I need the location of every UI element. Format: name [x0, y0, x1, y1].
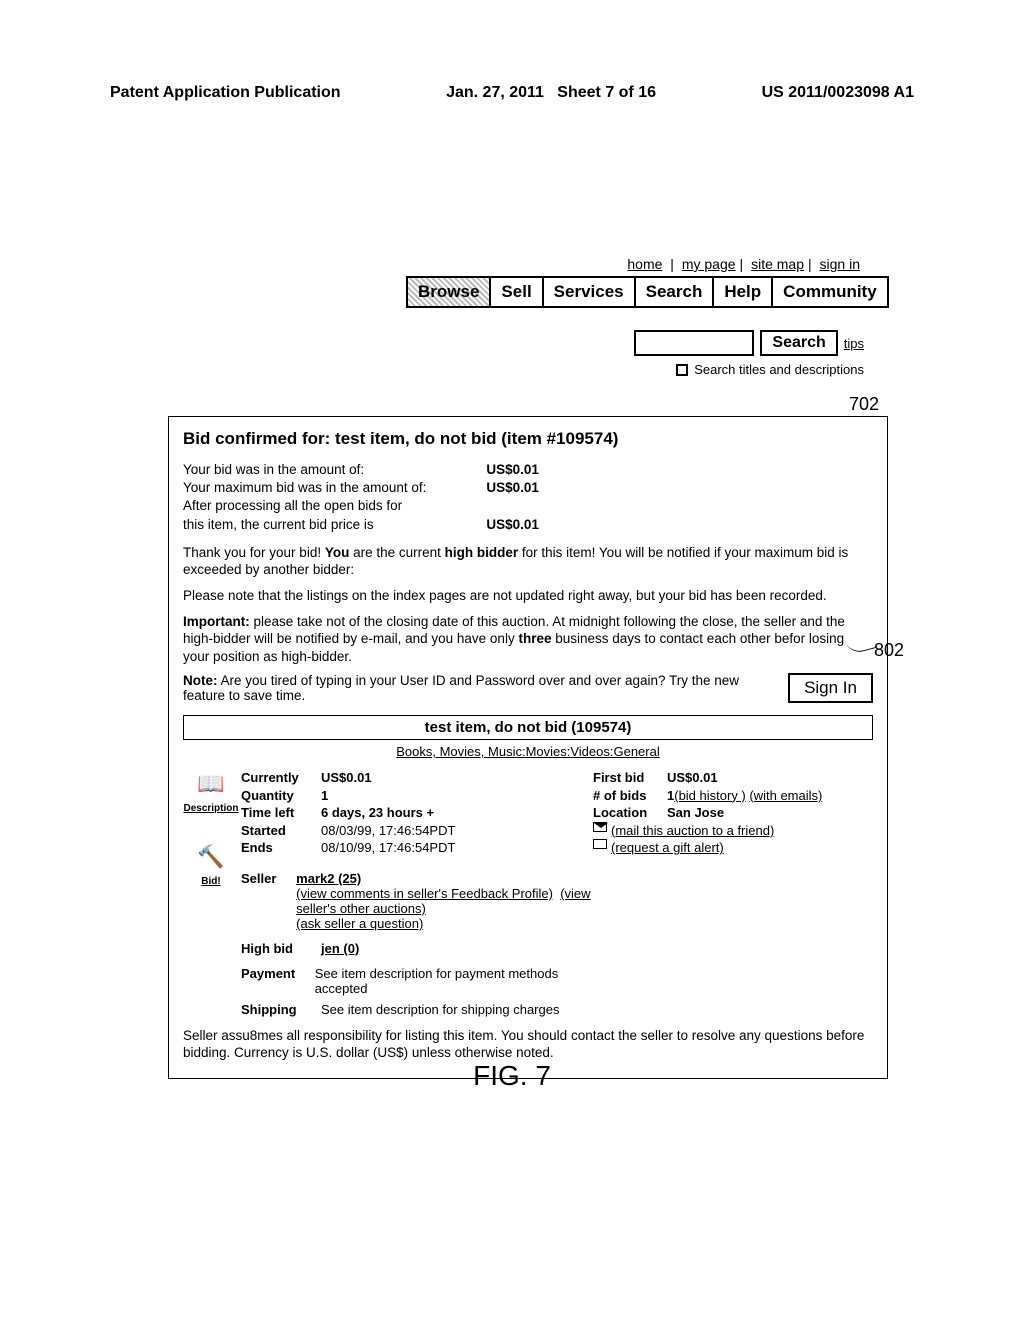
item-info-right: First bidUS$0.01 # of bids1(bid history …: [593, 769, 873, 1017]
tab-search[interactable]: Search: [634, 276, 715, 308]
label-after-processing: After processing all the open bids for: [183, 497, 426, 515]
bid-amount-table: Your bid was in the amount of: Your maxi…: [183, 461, 873, 534]
reference-702: 702: [849, 394, 879, 415]
category-breadcrumb[interactable]: Books, Movies, Music:Movies:Videos:Gener…: [183, 744, 873, 759]
pub-title: Patent Application Publication: [110, 84, 341, 102]
bid-caption[interactable]: Bid!: [183, 876, 239, 887]
note-signin-row: Note: Are you tired of typing in your Us…: [183, 673, 873, 703]
please-note-para: Please note that the listings on the ind…: [183, 587, 873, 605]
publication-header: Patent Application Publication Jan. 27, …: [110, 84, 914, 102]
site-map-link[interactable]: site map: [751, 256, 804, 272]
label-bid-amount: Your bid was in the amount of:: [183, 461, 426, 479]
bid-history-link[interactable]: (bid history ): [674, 788, 746, 803]
top-nav-links: home | my page| site map| sign in: [623, 256, 864, 272]
bid-confirmation-box: Bid confirmed for: test item, do not bid…: [168, 416, 888, 1079]
item-info-left: CurrentlyUS$0.01 Quantity1 Time left6 da…: [241, 769, 591, 1017]
reference-802: 802: [874, 640, 904, 661]
search-descriptions-checkbox[interactable]: [676, 364, 688, 376]
gift-icon: [593, 839, 607, 849]
search-input[interactable]: [634, 330, 754, 356]
figure-caption: FIG. 7: [0, 1060, 1024, 1092]
pub-date: Jan. 27, 2011 Sheet 7 of 16: [446, 84, 656, 102]
bid-confirm-title: Bid confirmed for: test item, do not bid…: [183, 429, 873, 449]
gift-alert-link[interactable]: (request a gift alert): [611, 839, 724, 857]
val-max-bid: US$0.01: [486, 479, 539, 497]
label-current-price: this item, the current bid price is: [183, 516, 426, 534]
sign-in-button[interactable]: Sign In: [788, 673, 873, 703]
important-para: Important: please take not of the closin…: [183, 613, 873, 666]
item-title-bar: test item, do not bid (109574): [183, 715, 873, 740]
seller-name-link[interactable]: mark2 (25): [296, 871, 361, 886]
tab-services[interactable]: Services: [542, 276, 636, 308]
high-bidder-link[interactable]: jen (0): [321, 941, 359, 956]
my-page-link[interactable]: my page: [682, 256, 736, 272]
label-max-bid: Your maximum bid was in the amount of:: [183, 479, 426, 497]
mail-friend-link[interactable]: (mail this auction to a friend): [611, 822, 774, 840]
seller-disclaimer: Seller assu8mes all responsibility for l…: [183, 1027, 873, 1062]
item-detail-grid: 📖 Description 🔨 Bid! CurrentlyUS$0.01 Qu…: [183, 769, 873, 1017]
home-link[interactable]: home: [627, 256, 662, 272]
tips-link[interactable]: tips: [844, 336, 864, 351]
tab-help[interactable]: Help: [712, 276, 773, 308]
val-current-price: US$0.01: [486, 516, 539, 534]
search-row: Search tips: [634, 330, 864, 356]
thank-you-para: Thank you for your bid! You are the curr…: [183, 544, 873, 579]
icon-column: 📖 Description 🔨 Bid!: [183, 769, 239, 1017]
search-options: Search titles and descriptions: [676, 362, 864, 377]
tab-community[interactable]: Community: [771, 276, 889, 308]
main-tabs: Browse Sell Services Search Help Communi…: [406, 276, 887, 308]
seller-feedback-link[interactable]: (view comments in seller's Feedback Prof…: [296, 886, 553, 901]
description-caption[interactable]: Description: [183, 803, 239, 814]
seller-ask-question-link[interactable]: (ask seller a question): [296, 916, 423, 931]
mail-icon: [593, 822, 607, 832]
search-button[interactable]: Search: [760, 330, 837, 356]
bid-icon[interactable]: 🔨: [193, 842, 229, 872]
val-bid-amount: US$0.01: [486, 461, 539, 479]
pub-id: US 2011/0023098 A1: [762, 84, 914, 102]
sign-in-link[interactable]: sign in: [820, 256, 860, 272]
with-emails-link[interactable]: (with emails): [749, 788, 822, 803]
tab-sell[interactable]: Sell: [489, 276, 543, 308]
tab-browse[interactable]: Browse: [406, 276, 491, 308]
description-icon[interactable]: 📖: [193, 769, 229, 799]
search-checkbox-label: Search titles and descriptions: [694, 362, 864, 377]
